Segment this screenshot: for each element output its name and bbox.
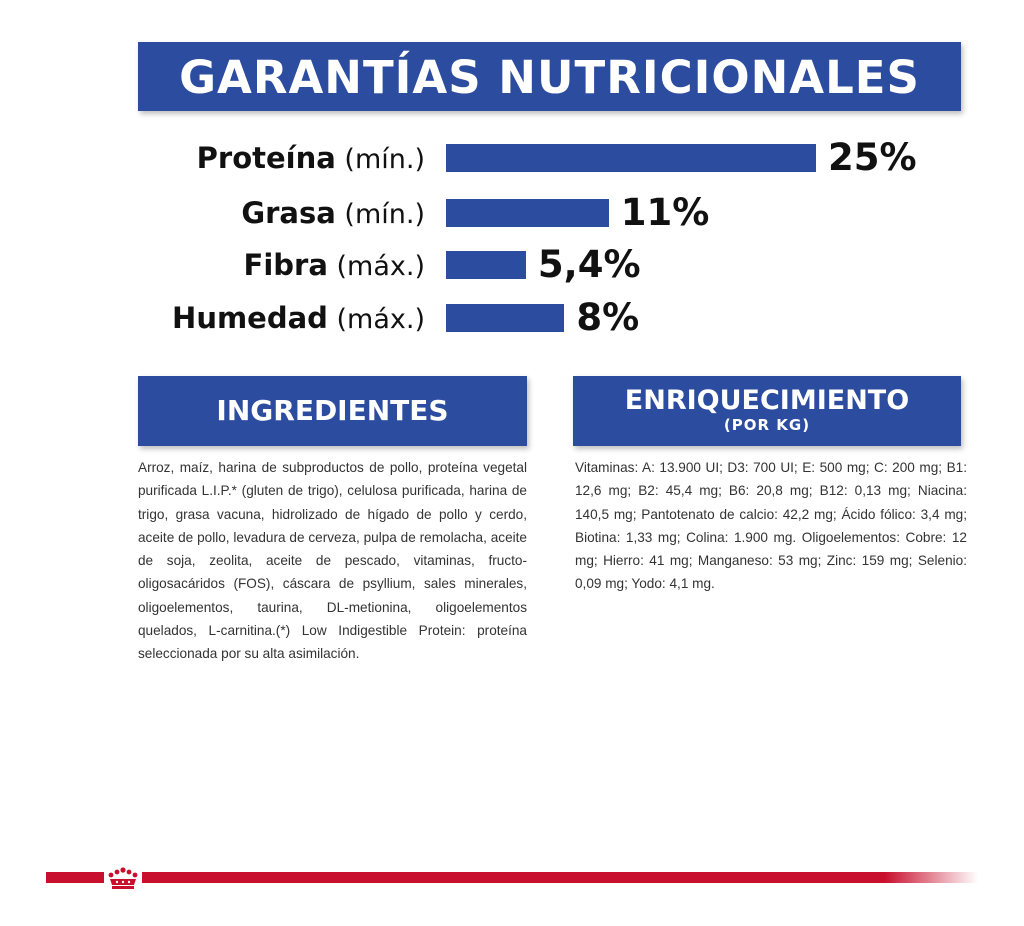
- bar-value-label: 5,4%: [537, 243, 641, 286]
- bar-category-name: Humedad: [172, 301, 328, 335]
- bar-category-name: Proteína: [196, 141, 336, 175]
- bar-category-label: Grasa (mín.): [241, 193, 425, 233]
- bar-category-label: Humedad (máx.): [172, 298, 425, 338]
- ingredients-text: Arroz, maíz, harina de subproductos de p…: [138, 460, 527, 662]
- footer-stripe: [46, 872, 978, 883]
- bar: [446, 144, 816, 172]
- bar: [446, 251, 526, 279]
- bar: [446, 199, 609, 227]
- bar-value-label: 25%: [828, 136, 917, 179]
- bar-category-qualifier: (máx.): [327, 251, 425, 282]
- bar-value-label: 11%: [620, 191, 710, 234]
- title-banner: GARANTÍAS NUTRICIONALES: [138, 42, 961, 111]
- ingredients-banner: INGREDIENTES: [138, 376, 527, 446]
- page-title: GARANTÍAS NUTRICIONALES: [179, 51, 920, 104]
- bar-category-qualifier: (máx.): [327, 304, 425, 335]
- bar-category-label: Fibra (máx.): [244, 245, 425, 285]
- ingredients-title: INGREDIENTES: [216, 394, 449, 427]
- enrichment-banner: ENRIQUECIMIENTO (POR KG): [573, 376, 961, 446]
- enrichment-subtitle: (POR KG): [723, 416, 811, 434]
- bar-category-qualifier: (mín.): [335, 199, 425, 230]
- bar-category-name: Grasa: [241, 196, 336, 230]
- bar-value-label: 8%: [576, 296, 640, 339]
- enrichment-title: ENRIQUECIMIENTO: [624, 385, 910, 416]
- bar-category-name: Fibra: [243, 248, 328, 282]
- bar: [446, 304, 565, 332]
- bar-category-label: Proteína (mín.): [197, 138, 425, 178]
- bar-category-qualifier: (mín.): [335, 144, 425, 175]
- nutrition-bar-chart: Proteína (mín.) 25% Grasa (mín.) 11% Fibra (…: [0, 0, 1024, 360]
- enrichment-text: Vitaminas: A: 13.900 UI; D3: 700 UI; E: …: [575, 460, 967, 592]
- royal-crown-icon: [104, 862, 142, 892]
